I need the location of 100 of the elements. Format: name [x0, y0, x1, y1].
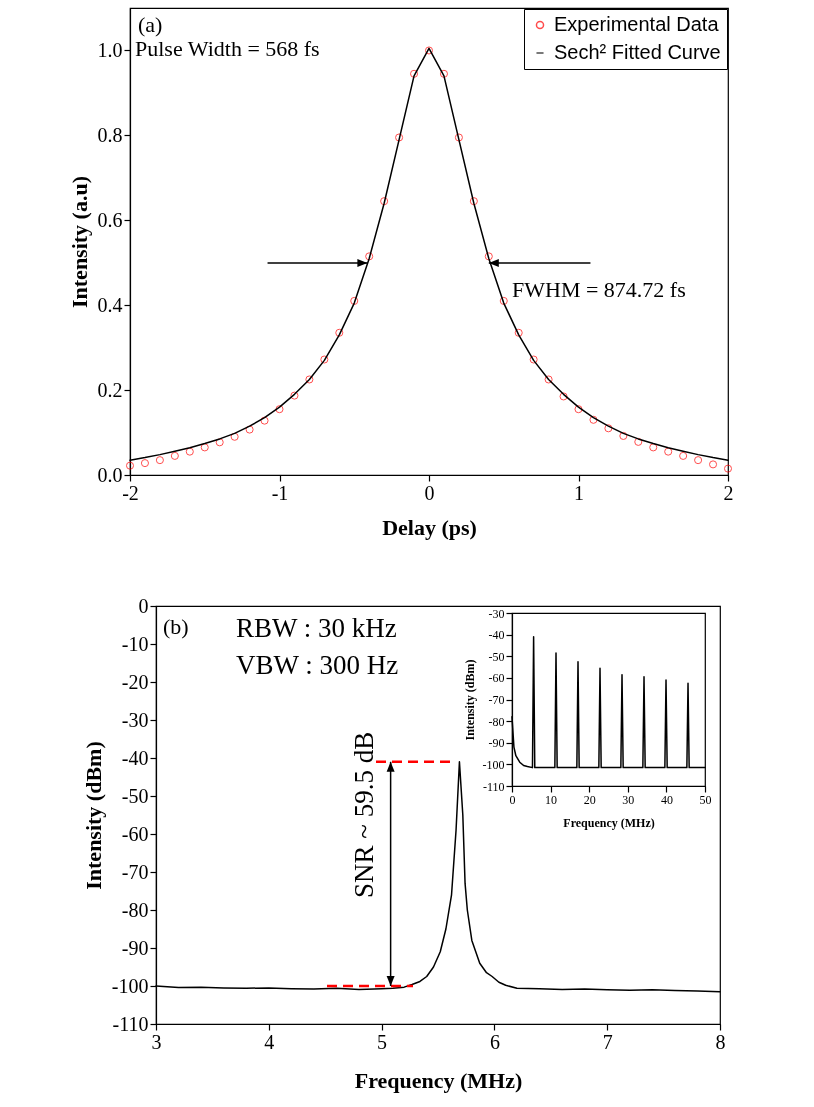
point [694, 456, 703, 465]
y-tick-label: -80 [488, 714, 505, 729]
x-tick-label: 8 [715, 1030, 726, 1053]
x-tick-label: 1 [574, 481, 584, 504]
point [290, 391, 299, 400]
y-tick-label: -60 [121, 822, 149, 845]
y-tick-label: -100 [482, 757, 505, 772]
point [484, 252, 493, 261]
point [140, 459, 149, 468]
annotation: FWHM = 874.72 fs [512, 277, 686, 302]
point [185, 447, 194, 456]
y-tick-label: 0 [138, 594, 149, 617]
x-tick-label: 40 [660, 792, 673, 807]
point [634, 437, 643, 446]
annotation: (a) [138, 12, 163, 37]
point [709, 460, 718, 469]
point [200, 443, 209, 452]
point [424, 46, 434, 55]
x-axis-title: Frequency (MHz) [354, 1067, 523, 1093]
y-tick-label: 1.0 [97, 38, 123, 61]
x-tick-label: 30 [622, 792, 635, 807]
y-tick-label: -100 [111, 974, 149, 997]
point [380, 197, 389, 206]
y-tick-label: 0.2 [97, 378, 123, 401]
x-tick-label: 5 [377, 1030, 388, 1053]
x-tick-label: 0 [509, 792, 516, 807]
annotation: RBW : 30 kHz [236, 613, 397, 643]
y-tick-label: -30 [121, 708, 149, 731]
point [365, 252, 374, 261]
annotation: VBW : 300 Hz [236, 650, 399, 680]
point [723, 464, 733, 473]
y-tick-label: -70 [121, 860, 149, 883]
x-tick-label: 50 [699, 792, 712, 807]
point [589, 415, 598, 424]
point [155, 456, 164, 465]
x-tick-label: -2 [122, 481, 139, 504]
point [604, 424, 613, 433]
point [125, 461, 135, 470]
point [499, 296, 508, 305]
point [410, 69, 419, 78]
x-tick-label: 6 [489, 1030, 500, 1053]
x-tick-label: 20 [583, 792, 596, 807]
y-tick-label: -50 [488, 649, 505, 664]
point [574, 405, 583, 414]
annotation: Pulse Width = 568 fs [135, 36, 320, 61]
legend-label: Experimental Data [554, 13, 720, 35]
x-tick-label: 4 [264, 1030, 275, 1053]
y-tick-label: 0.6 [97, 208, 123, 231]
point [320, 355, 329, 364]
point [230, 432, 239, 441]
y-tick-label: -60 [488, 671, 505, 686]
point [260, 416, 269, 425]
point [170, 451, 179, 460]
point [649, 443, 658, 452]
y-axis-title: Intensity (a.u) [66, 175, 92, 309]
point [215, 438, 224, 447]
x-tick-label: 7 [602, 1030, 613, 1053]
y-axis-title: Intensity (dBm) [462, 659, 477, 741]
y-tick-label: -40 [488, 628, 505, 643]
y-tick-label: -90 [121, 936, 149, 959]
point [350, 296, 359, 305]
y-tick-label: -80 [121, 898, 149, 921]
point [544, 375, 553, 384]
y-tick-label: 0.4 [97, 293, 123, 316]
y-tick-label: 0.0 [97, 463, 123, 486]
point [514, 328, 523, 337]
point [679, 451, 688, 460]
point [529, 355, 538, 364]
annotation: SNR ~ 59.5 dB [348, 731, 379, 898]
x-tick-label: 10 [545, 792, 558, 807]
point [439, 69, 448, 78]
point [395, 133, 404, 142]
point [664, 447, 673, 456]
x-axis-title: Frequency (MHz) [563, 815, 655, 830]
y-tick-label: 0.8 [97, 123, 123, 146]
point [335, 328, 344, 337]
x-tick-label: 3 [151, 1030, 162, 1053]
point [619, 431, 628, 440]
y-tick-label: -10 [121, 632, 149, 655]
y-tick-label: -110 [112, 1012, 149, 1035]
y-tick-label: -40 [121, 746, 149, 769]
point [305, 375, 314, 384]
legend-label: Sech² Fitted Curve [554, 41, 721, 63]
y-tick-label: -110 [482, 779, 505, 794]
point [469, 197, 478, 206]
point [245, 425, 254, 434]
y-tick-label: -70 [488, 693, 505, 707]
point [275, 405, 284, 414]
point [454, 133, 463, 142]
y-tick-label: -50 [121, 784, 149, 807]
y-tick-label: -20 [121, 670, 149, 693]
y-axis-title: Intensity (dBm) [80, 741, 106, 890]
x-tick-label: 0 [424, 481, 435, 504]
x-axis-title: Delay (ps) [382, 514, 477, 540]
x-tick-label: -1 [271, 481, 289, 504]
point [559, 392, 568, 401]
y-tick-label: -90 [488, 736, 505, 751]
x-tick-label: 2 [723, 481, 734, 504]
y-tick-label: -30 [488, 606, 505, 621]
annotation: (b) [163, 614, 189, 639]
